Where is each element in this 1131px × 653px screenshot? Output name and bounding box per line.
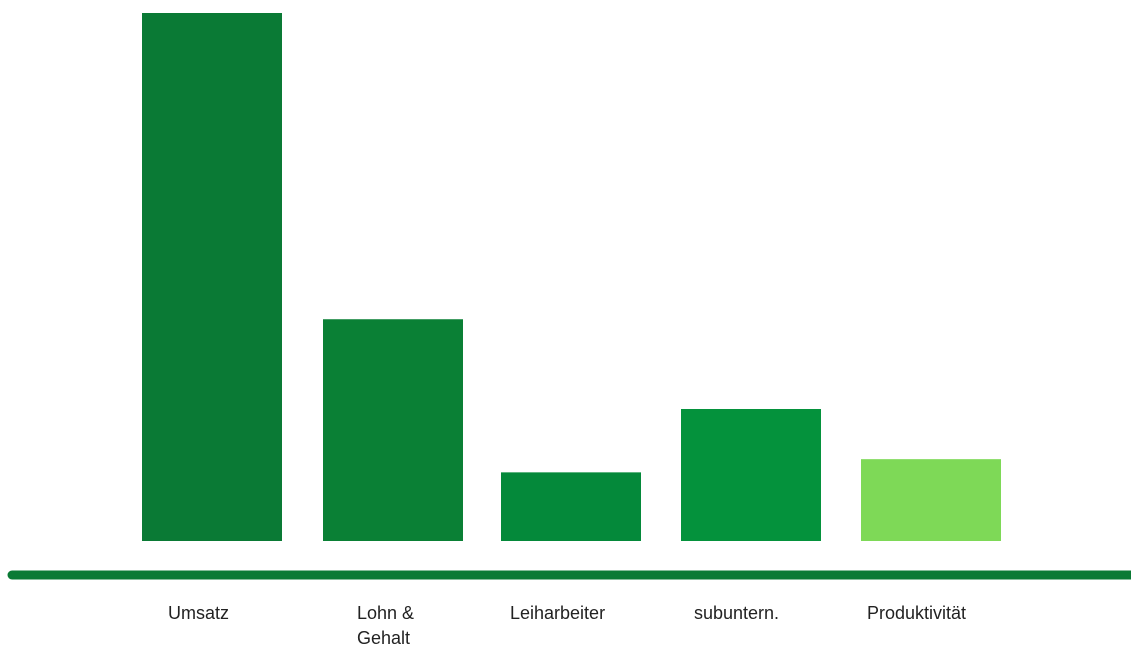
bar-2 [323,319,463,541]
bar-5 [861,459,1001,541]
bars-group [142,13,1001,541]
category-label-line: subuntern. [694,603,779,623]
bar-1 [142,13,282,541]
category-label-line: Umsatz [168,603,229,623]
category-label-2: Lohn & Gehalt [357,603,414,648]
category-label-line: Produktivität [867,603,966,623]
category-label-3: Leiharbeiter [510,603,605,623]
category-labels-group: Umsatz Lohn & Gehalt Leiharbeiter subuntern.… [168,603,966,648]
category-label-4: subuntern. [694,603,779,623]
bar-3 [501,472,641,541]
category-label-1: Umsatz [168,603,229,623]
category-label-5: Produktivität [867,603,966,623]
category-label-line: Gehalt [357,628,410,648]
category-label-line: Lohn & [357,603,414,623]
category-label-line: Leiharbeiter [510,603,605,623]
bar-4 [681,409,821,541]
